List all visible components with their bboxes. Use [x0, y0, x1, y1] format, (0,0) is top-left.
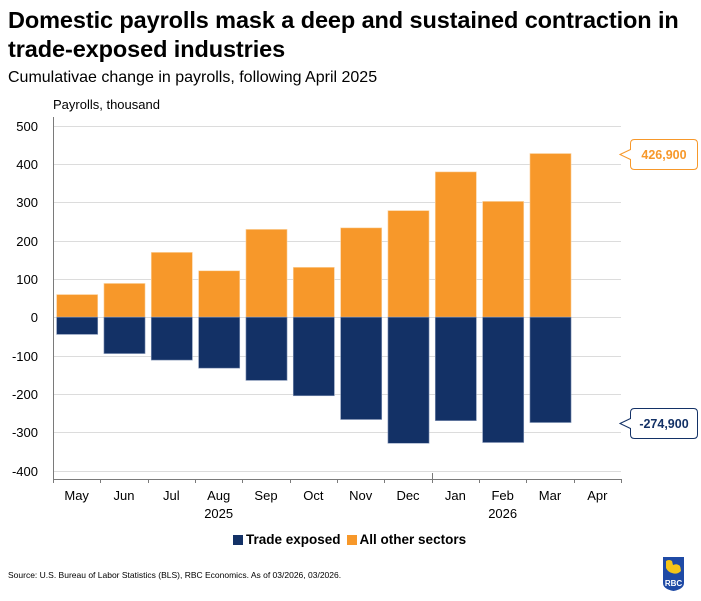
callout-all-other-sectors-box: [618, 139, 698, 170]
y-tick-label: -200: [12, 387, 38, 402]
y-tick-labels: 500 400 300 200 100 0 -100 -200 -300 -400: [12, 119, 38, 479]
x-tick-label: Feb: [491, 488, 513, 503]
bar-trade-exposed: [529, 316, 572, 423]
bar-trade-exposed: [434, 316, 477, 421]
bar-trade-exposed: [482, 316, 525, 443]
y-tick-label: 300: [16, 195, 38, 210]
y-tick-label: -300: [12, 425, 38, 440]
y-tick-label: 100: [16, 272, 38, 287]
y-tick-label: 0: [31, 310, 38, 325]
bar-trade-exposed: [292, 316, 335, 397]
x-tick-label: Jun: [114, 488, 135, 503]
x-tick-label: Mar: [539, 488, 562, 503]
y-tick-label: 200: [16, 234, 38, 249]
x-tick-label: Nov: [349, 488, 373, 503]
bar-all-other-sectors: [340, 227, 383, 318]
bar-all-other-sectors: [103, 283, 146, 318]
y-tick-label: 400: [16, 157, 38, 172]
y-tick-label: -400: [12, 464, 38, 479]
y-tick-label: -100: [12, 349, 38, 364]
legend-label-trade-exposed: Trade exposed: [246, 532, 341, 547]
bar-trade-exposed: [340, 316, 383, 420]
bar-all-other-sectors: [292, 267, 335, 318]
bar-trade-exposed: [387, 316, 430, 444]
chart-subtitle: Cumulativae change in payrolls, followin…: [8, 69, 378, 86]
y-axis-label: Payrolls, thousand: [53, 97, 160, 112]
legend-label-all-other-sectors: All other sectors: [359, 532, 467, 547]
x-tick-label: Apr: [587, 488, 608, 503]
x-tick-label: Sep: [254, 488, 277, 503]
source-note: Source: U.S. Bureau of Labor Statistics …: [8, 570, 342, 580]
chart-title: Domestic payrolls mask a deep and sustai…: [8, 7, 679, 62]
bar-all-other-sectors: [529, 153, 572, 318]
bar-trade-exposed: [198, 316, 241, 369]
gridlines: [53, 126, 621, 472]
bar-trade-exposed: [103, 316, 146, 354]
callout-all-other-sectors-label: 426,900: [641, 148, 686, 162]
x-tick-label: Dec: [396, 488, 420, 503]
rbc-logo: RBC: [663, 557, 684, 591]
bar-trade-exposed: [150, 316, 193, 361]
bar-all-other-sectors: [245, 229, 288, 318]
x-tick-labels: May Jun Jul Aug Sep Oct Nov Dec Jan Feb Mar Apr 2025…: [64, 488, 608, 521]
x-year-label: 2025: [204, 506, 233, 521]
bar-all-other-sectors: [387, 210, 430, 318]
x-tick-label: Jul: [163, 488, 180, 503]
legend-swatch-trade-exposed: [233, 534, 243, 545]
legend-item-all-other-sectors: All other sectors: [346, 532, 467, 547]
legend-swatch-all-other-sectors: [346, 534, 357, 545]
bar-all-other-sectors: [434, 171, 477, 318]
callout-trade-exposed-label: -274,900: [639, 417, 688, 431]
rbc-logo-text: RBC: [665, 579, 683, 588]
y-tick-label: 500: [16, 119, 38, 134]
x-tick-label: Jan: [445, 488, 466, 503]
bars: [56, 153, 572, 444]
bar-all-other-sectors: [198, 270, 241, 318]
axes: [53, 117, 622, 483]
x-tick-label: Aug: [207, 488, 230, 503]
bar-trade-exposed: [245, 316, 288, 381]
legend: Trade exposed All other sectors: [233, 532, 472, 547]
bar-all-other-sectors: [56, 294, 99, 318]
bar-all-other-sectors: [482, 201, 525, 318]
x-year-label: 2026: [488, 506, 517, 521]
x-tick-label: May: [64, 488, 89, 503]
legend-item-trade-exposed: Trade exposed: [233, 532, 341, 547]
callouts: 426,900 -274,900: [618, 139, 698, 439]
callout-trade-exposed-box: [618, 408, 698, 439]
bar-trade-exposed: [56, 316, 99, 335]
bar-all-other-sectors: [150, 252, 193, 318]
x-tick-label: Oct: [303, 488, 324, 503]
